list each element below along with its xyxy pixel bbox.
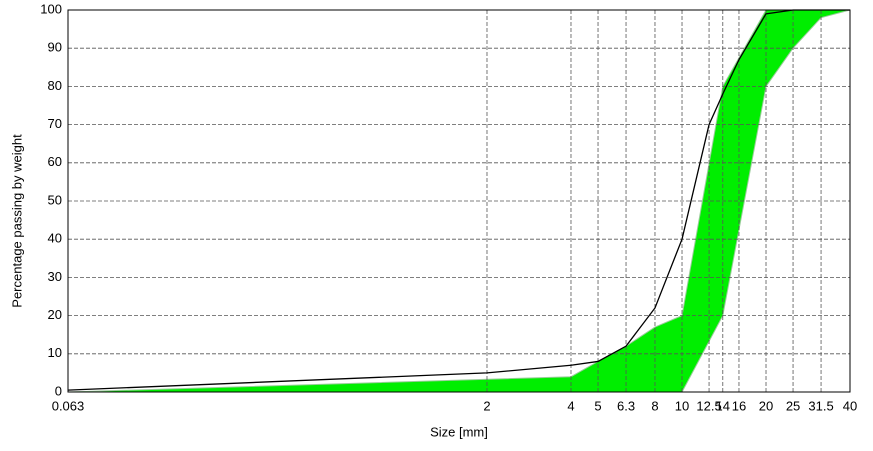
y-tick-label: 90	[48, 40, 62, 55]
x-axis-title: Size [mm]	[430, 424, 488, 439]
x-tick-label: 6.3	[617, 398, 635, 413]
y-tick-label: 70	[48, 116, 62, 131]
x-tick-label: 20	[759, 398, 773, 413]
plot-frame	[67, 9, 851, 393]
x-tick-label: 25	[786, 398, 800, 413]
x-tick-label: 0.063	[52, 398, 85, 413]
x-tick-label: 5	[594, 398, 601, 413]
y-tick-label: 30	[48, 269, 62, 284]
grading-line	[67, 9, 850, 391]
x-tick-label: 12.5	[696, 398, 721, 413]
x-tick-label: 31.5	[808, 398, 833, 413]
y-tick-label: 20	[48, 307, 62, 322]
y-tick-label: 40	[48, 231, 62, 246]
x-tick-label: 2	[483, 398, 490, 413]
x-tick-label: 40	[843, 398, 857, 413]
y-tick-label: 100	[40, 1, 62, 16]
y-tick-label: 80	[48, 78, 62, 93]
y-tick-label: 10	[48, 345, 62, 360]
y-tick-label: 60	[48, 154, 62, 169]
y-axis-title: Percentage passing by weight	[9, 134, 24, 308]
x-tick-label: 8	[651, 398, 658, 413]
x-tick-label: 16	[732, 398, 746, 413]
x-tick-label: 4	[567, 398, 574, 413]
y-tick-label: 50	[48, 192, 62, 207]
x-tick-label: 14	[716, 398, 730, 413]
x-tick-label: 10	[675, 398, 689, 413]
y-tick-label: 0	[55, 383, 62, 398]
